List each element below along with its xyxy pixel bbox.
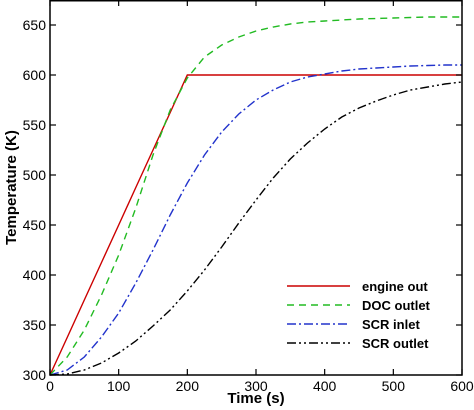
x-tick-label: 200 <box>176 378 200 394</box>
x-tick-label: 100 <box>107 378 131 394</box>
y-tick-label: 300 <box>23 367 47 383</box>
x-tick-label: 0 <box>46 378 54 394</box>
x-tick-label: 300 <box>244 378 268 394</box>
y-tick-label: 350 <box>23 317 47 333</box>
tick-layer: 0 100 200 300 400 500 600 300 350 400 450 500 550 600… <box>23 0 474 394</box>
x-tick-label: 400 <box>313 378 337 394</box>
y-tick-label: 650 <box>23 17 47 33</box>
legend-label: engine out <box>362 279 428 294</box>
legend-label: SCR inlet <box>362 317 420 332</box>
legend-item: DOC outlet <box>287 298 431 313</box>
y-axis-title: Temperature (K) <box>3 130 20 245</box>
legend: engine out DOC outlet SCR inlet SCR outl… <box>287 279 431 351</box>
y-tick-label: 550 <box>23 117 47 133</box>
y-tick-label: 450 <box>23 217 47 233</box>
y-tick-label: 500 <box>23 167 47 183</box>
legend-item: engine out <box>287 279 428 294</box>
legend-item: SCR inlet <box>287 317 420 332</box>
x-tick-label: 600 <box>450 378 474 394</box>
series-line-scr-inlet <box>49 64 462 376</box>
legend-label: SCR outlet <box>362 336 429 351</box>
legend-item: SCR outlet <box>287 336 429 351</box>
legend-label: DOC outlet <box>362 298 431 313</box>
x-axis-title: Time (s) <box>227 390 284 407</box>
series-line-doc-outlet <box>49 16 462 376</box>
y-tick-label: 600 <box>23 67 47 83</box>
series-line-scr-outlet <box>49 81 463 376</box>
x-tick-label: 500 <box>382 378 406 394</box>
series-layer <box>49 16 463 376</box>
series-line-engine-out <box>49 74 462 376</box>
y-tick-label: 400 <box>23 267 47 283</box>
